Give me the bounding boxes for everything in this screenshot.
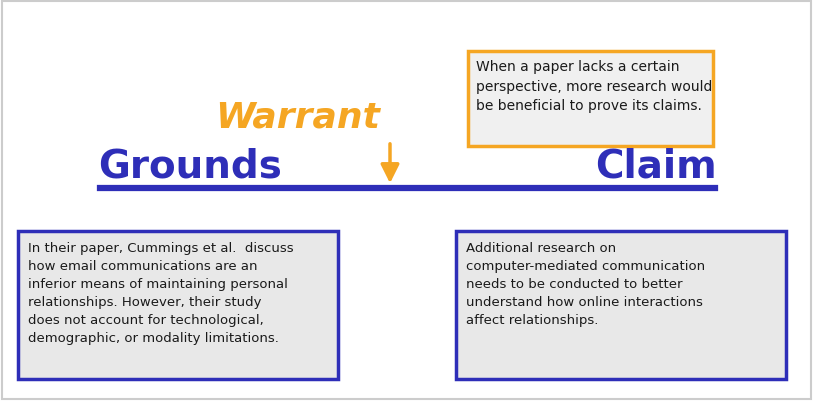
Text: Warrant: Warrant [215,100,380,134]
Text: Grounds: Grounds [98,148,282,186]
Text: In their paper, Cummings et al.  discuss
how email communications are an
inferio: In their paper, Cummings et al. discuss … [28,241,293,344]
Text: Claim: Claim [595,148,717,186]
FancyBboxPatch shape [18,231,338,379]
FancyBboxPatch shape [456,231,786,379]
Text: Additional research on
computer-mediated communication
needs to be conducted to : Additional research on computer-mediated… [466,241,705,326]
Text: When a paper lacks a certain
perspective, more research would
be beneficial to p: When a paper lacks a certain perspective… [476,60,712,113]
FancyBboxPatch shape [468,52,713,147]
